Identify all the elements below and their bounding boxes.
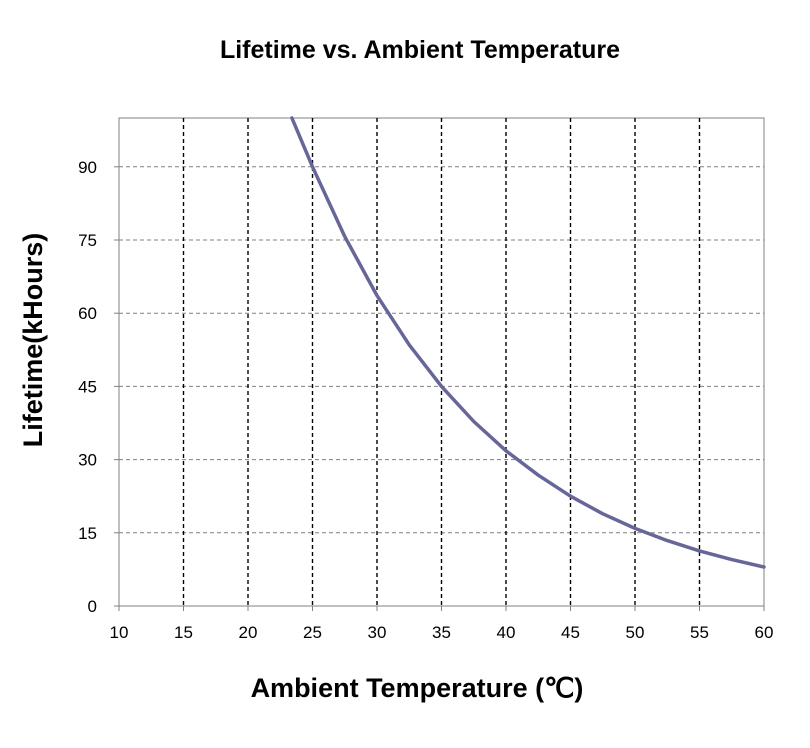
series-line xyxy=(290,116,766,569)
y-axis-label: Lifetime(kHours) xyxy=(18,233,48,448)
x-tick-label: 25 xyxy=(303,623,322,642)
x-tick-label: 35 xyxy=(432,623,451,642)
x-tick-label: 20 xyxy=(239,623,258,642)
y-tick-label: 0 xyxy=(88,597,97,616)
x-tick-label: 10 xyxy=(110,623,129,642)
x-tick-label: 50 xyxy=(626,623,645,642)
x-tick-label: 60 xyxy=(755,623,774,642)
y-tick-label: 75 xyxy=(78,231,97,250)
x-axis-ticks: 10 15 20 25 30 35 40 45 50 55 60 xyxy=(110,606,774,642)
x-tick-label: 15 xyxy=(174,623,193,642)
y-tick-label: 45 xyxy=(78,377,97,396)
x-tick-label: 45 xyxy=(561,623,580,642)
y-tick-label: 60 xyxy=(78,304,97,323)
y-axis-ticks: 0 15 30 45 60 75 90 xyxy=(78,158,119,616)
x-tick-label: 30 xyxy=(368,623,387,642)
series-group xyxy=(290,116,766,569)
y-tick-label: 90 xyxy=(78,158,97,177)
y-tick-label: 30 xyxy=(78,451,97,470)
x-tick-label: 55 xyxy=(690,623,709,642)
vertical-gridlines xyxy=(182,118,701,606)
chart-title: Lifetime vs. Ambient Temperature xyxy=(220,36,620,64)
x-axis-label: Ambient Temperature (℃) xyxy=(251,673,584,703)
x-tick-label: 40 xyxy=(497,623,516,642)
y-tick-label: 15 xyxy=(78,524,97,543)
